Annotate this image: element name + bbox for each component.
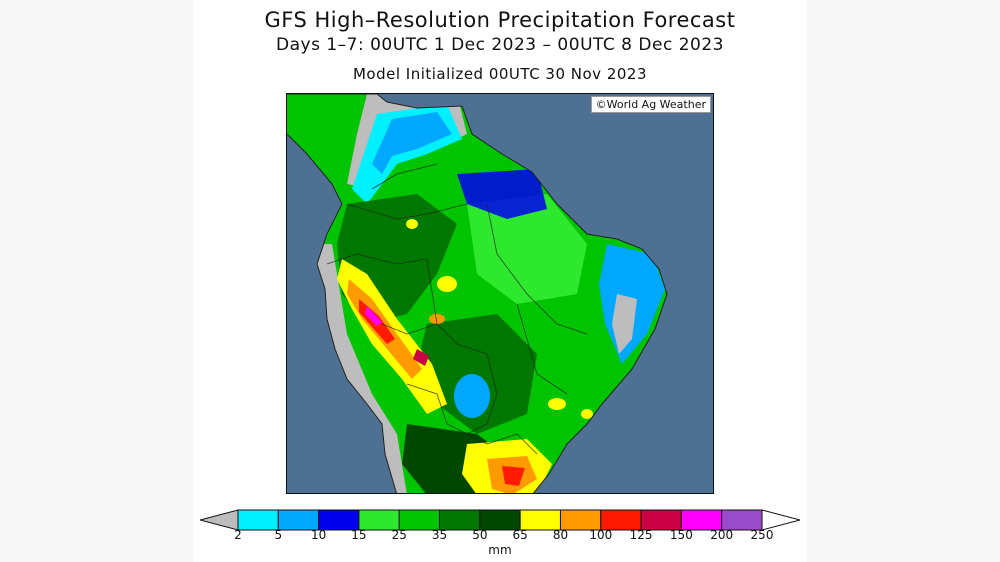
scale-tick-label: 15 [351, 528, 367, 542]
scale-bin [318, 509, 360, 531]
model-init-line: Model Initialized 00UTC 30 Nov 2023 [352, 65, 648, 83]
scale-above-arrow [761, 509, 800, 531]
map-graphic [287, 94, 668, 493]
scale-bin [277, 509, 320, 531]
interior-light-green [467, 194, 587, 304]
pantanal-blue [454, 374, 490, 418]
rain-patch [437, 276, 457, 292]
scale-tick-label: 2 [234, 528, 242, 542]
scale-tick-label: 200 [710, 528, 734, 542]
rain-patch [429, 314, 445, 324]
scale-tick-label: 250 [750, 528, 774, 542]
scale-tick-label: 50 [472, 528, 488, 542]
scale-bin [640, 509, 682, 531]
bolivia-magenta [413, 349, 429, 366]
color-scale-unit: mm [488, 543, 512, 557]
country-borders [326, 163, 588, 455]
scale-below-arrow [200, 509, 239, 531]
scale-bin [600, 509, 642, 531]
scale-tick-label: 100 [589, 528, 613, 542]
scale-bin [559, 509, 602, 531]
scale-tick-label: 10 [310, 528, 327, 542]
rain-patch [581, 409, 593, 419]
map-subtitle: Days 1–7: 00UTC 1 Dec 2023 – 00UTC 8 Dec… [276, 35, 724, 55]
scale-tick-label: 150 [669, 528, 693, 542]
color-scale-bar [200, 509, 800, 531]
scale-tick-label: 80 [552, 528, 569, 542]
scale-bin [398, 509, 441, 531]
precipitation-map: ©World Ag Weather [286, 93, 714, 494]
coastline [287, 94, 668, 493]
scale-bin [479, 509, 521, 531]
east-coast-grey [612, 294, 637, 354]
scale-tick-label: 5 [274, 528, 283, 542]
scale-bin [721, 509, 763, 531]
scale-bin [439, 509, 481, 531]
scale-bin [519, 509, 561, 531]
scale-tick-label: 125 [629, 528, 653, 542]
northeast-blue-band [457, 169, 547, 219]
scale-tick-label: 25 [391, 528, 407, 542]
andes-magenta [365, 306, 382, 326]
scale-bin [358, 509, 400, 531]
land-mass [287, 94, 667, 493]
scale-tick-label: 65 [512, 528, 528, 542]
scale-tick-label: 35 [431, 528, 448, 542]
color-scale-ticks: 2 5 10 15 25 35 50 65 80 100 125 150 200 250 [0, 528, 1000, 544]
scale-bin [237, 509, 279, 531]
north-blue [372, 112, 452, 174]
rain-patch [548, 398, 566, 410]
credit-label: ©World Ag Weather [590, 96, 711, 113]
scale-bin [680, 509, 723, 531]
south-red [502, 466, 525, 486]
rain-patch [406, 219, 418, 229]
map-title: GFS High–Resolution Precipitation Foreca… [264, 8, 736, 32]
